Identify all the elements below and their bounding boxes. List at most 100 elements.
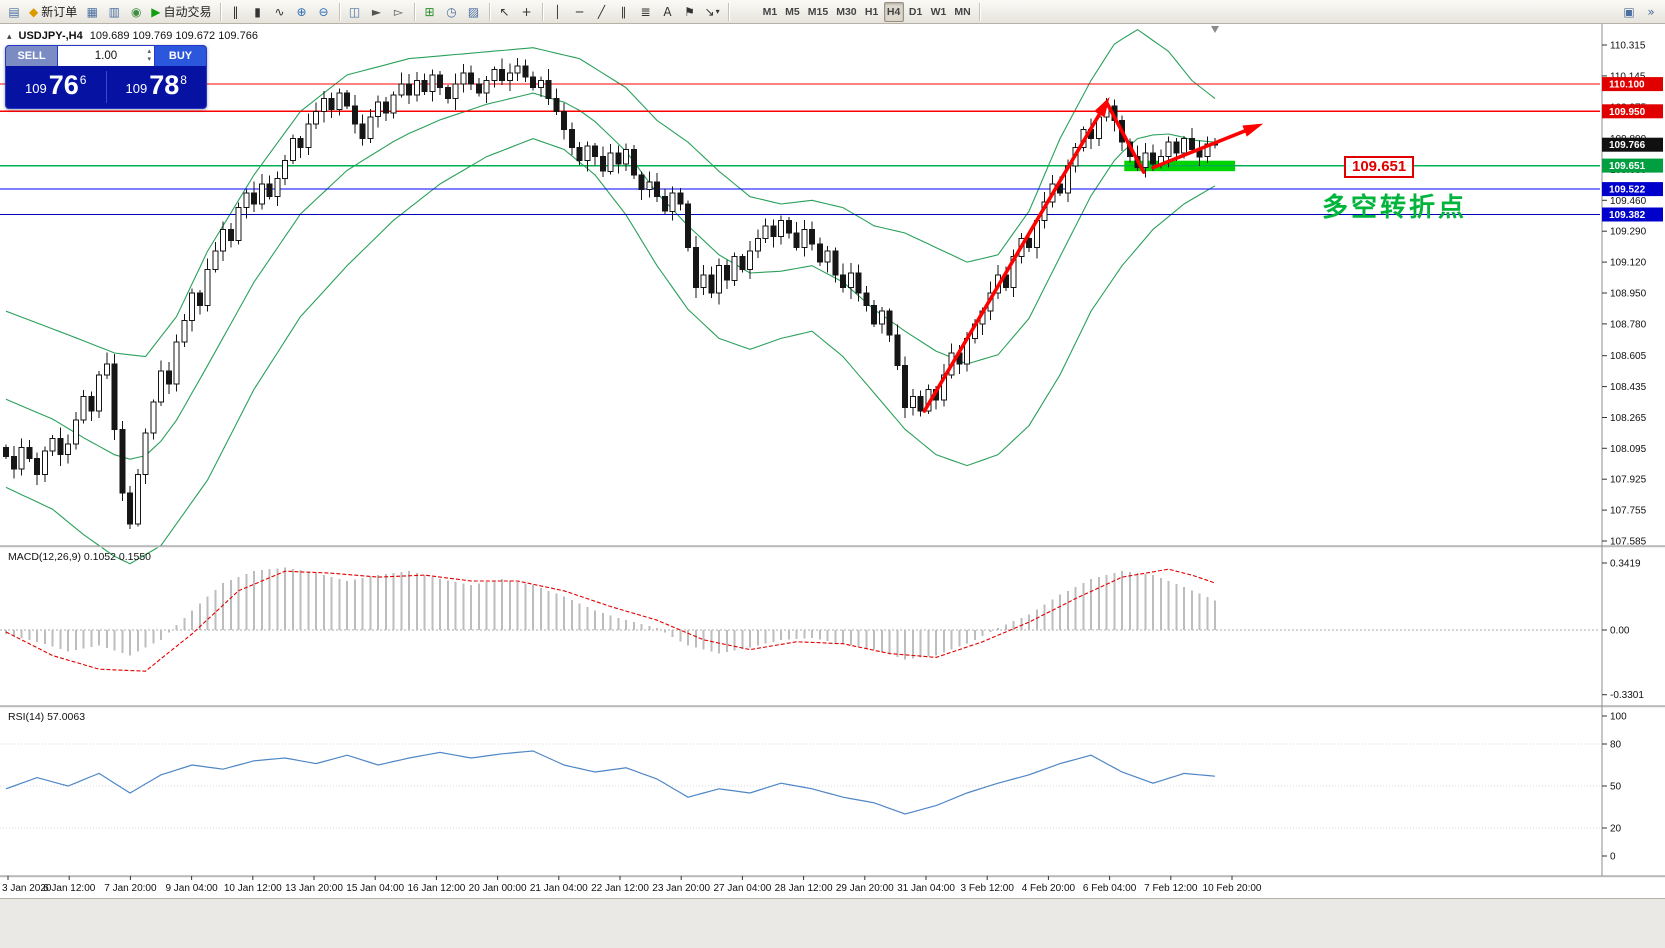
price-scale[interactable]: 110.315110.145109.975109.800109.630109.4… — [1602, 41, 1663, 863]
price-badge-label: 110.100 — [1609, 80, 1645, 91]
bollinger-bands — [5, 28, 1216, 565]
rsi-tick-label: 100 — [1610, 712, 1627, 723]
new-chart-icon[interactable]: ▤ — [4, 2, 24, 22]
price-tick-label: 110.145 — [1610, 71, 1646, 82]
arrow-tools-icon[interactable]: ↘ ▾ — [702, 2, 723, 22]
templates-icon[interactable]: ▨ — [464, 2, 484, 22]
zoom-out-icon: ⊖ — [318, 4, 329, 19]
auto-scroll-icon[interactable]: ► — [367, 2, 387, 22]
bar-chart-icon[interactable]: ‖ — [226, 2, 246, 22]
chart-shift-icon: ▻ — [393, 4, 404, 19]
periods-icon[interactable]: ◷ — [442, 2, 462, 22]
volume-value[interactable]: 1.00 — [94, 50, 118, 62]
volume-down-icon[interactable]: ▾ — [147, 55, 151, 63]
tf-m5[interactable]: M5 — [782, 2, 803, 22]
tile-windows-icon[interactable]: ◫ — [345, 2, 365, 22]
tf-w1[interactable]: W1 — [928, 2, 950, 22]
time-tick-label: 23 Jan 20:00 — [652, 883, 710, 894]
rsi-line — [5, 750, 1216, 815]
time-tick-label: 6 Jan 12:00 — [43, 883, 96, 894]
fullscreen-icon[interactable]: ▣ — [1619, 2, 1639, 22]
trend-arrows[interactable] — [922, 97, 1264, 413]
shift-marker-icon[interactable] — [1211, 26, 1219, 33]
tf-h1[interactable]: H1 — [862, 2, 882, 22]
price-badge-label: 109.522 — [1609, 185, 1646, 196]
volume-up-icon[interactable]: ▴ — [147, 48, 151, 55]
macd-signal-line — [5, 568, 1216, 672]
chart-canvas[interactable]: 110.315110.145109.975109.800109.630109.4… — [0, 24, 1665, 898]
text-label-icon: ⚑ — [684, 4, 695, 19]
time-tick-label: 6 Feb 04:00 — [1083, 883, 1137, 894]
zoom-in-icon: ⊕ — [296, 4, 307, 19]
time-tick-label: 9 Jan 04:00 — [165, 883, 218, 894]
time-tick-label: 4 Feb 20:00 — [1022, 883, 1076, 894]
sell-price[interactable]: 109 76 6 — [25, 69, 87, 100]
price-badge-label: 109.766 — [1609, 140, 1646, 151]
tf-m1[interactable]: M1 — [760, 2, 781, 22]
cursor-icon[interactable]: ↖ — [495, 2, 515, 22]
macd-tick-label: 0.00 — [1610, 626, 1630, 637]
price-divider — [105, 71, 107, 103]
navigator-icon: ◉ — [131, 4, 142, 19]
crosshair-icon[interactable]: + — [517, 2, 537, 22]
tf-mn[interactable]: MN — [951, 2, 973, 22]
tf-m30[interactable]: M30 — [833, 2, 859, 22]
chart-shift-icon[interactable]: ▻ — [389, 2, 409, 22]
time-tick-label: 3 Feb 12:00 — [961, 883, 1015, 894]
candlestick-chart-icon[interactable]: ▮ — [248, 2, 268, 22]
tf-d1[interactable]: D1 — [906, 2, 926, 22]
toolbar-group-windows: ◫ ► ▻ — [344, 2, 410, 22]
candlesticks — [3, 57, 1218, 530]
autotrading-button[interactable]: ▶ 自动交易 — [148, 2, 214, 22]
trend-arrow-line[interactable] — [922, 100, 1109, 413]
trendline-icon[interactable]: ╱ — [592, 2, 612, 22]
buy-button[interactable]: BUY — [154, 46, 206, 66]
text-tool-icon[interactable]: A — [658, 2, 678, 22]
price-tick-label: 108.265 — [1610, 413, 1647, 424]
market-watch-icon[interactable]: ▦ — [82, 2, 102, 22]
toolbar-group-timeframes: M1 M5 M15 M30 H1 H4 D1 W1 MN — [759, 1, 975, 22]
tf-mn-label: MN — [954, 5, 971, 18]
vertical-line-icon: │ — [553, 4, 562, 19]
buy-price[interactable]: 109 78 8 — [125, 69, 187, 100]
zoom-out-icon[interactable]: ⊖ — [314, 2, 334, 22]
price-annotation-label[interactable]: 109.651 — [1344, 156, 1415, 178]
price-tick-label: 108.605 — [1610, 351, 1647, 362]
time-tick-label: 7 Feb 12:00 — [1144, 883, 1198, 894]
text-label-icon[interactable]: ⚑ — [680, 2, 700, 22]
tf-m15[interactable]: M15 — [805, 2, 831, 22]
tf-h4[interactable]: H4 — [883, 1, 904, 22]
trend-arrow-line[interactable] — [1104, 100, 1146, 174]
vertical-line-icon[interactable]: │ — [548, 2, 568, 22]
toolbar-separator — [541, 2, 543, 21]
new-order-button-label: 新订单 — [41, 5, 78, 19]
sell-button[interactable]: SELL — [6, 46, 58, 66]
turning-point-note[interactable]: 多空转折点 — [1322, 193, 1468, 223]
symbol-name: USDJPY-,H4 — [18, 30, 83, 42]
new-order-button[interactable]: ◆ 新订单 — [26, 2, 80, 22]
time-tick-label: 13 Jan 20:00 — [285, 883, 343, 894]
pane-separators[interactable] — [0, 24, 1665, 878]
new-chart-icon: ▤ — [8, 4, 20, 19]
time-tick-label: 29 Jan 20:00 — [836, 883, 894, 894]
fibonacci-icon[interactable]: ≣ — [636, 2, 656, 22]
navigator-icon[interactable]: ◉ — [126, 2, 146, 22]
line-chart-icon[interactable]: ∿ — [270, 2, 290, 22]
horizontal-line-icon[interactable]: ─ — [570, 2, 590, 22]
trend-arrow-line[interactable] — [1151, 124, 1260, 170]
symbol-icon: ▴ — [7, 31, 12, 41]
indicators-icon[interactable]: ⊞ — [420, 2, 440, 22]
data-window-icon[interactable]: ▥ — [104, 2, 124, 22]
zoom-in-icon[interactable]: ⊕ — [292, 2, 312, 22]
level-lines[interactable] — [0, 83, 1600, 216]
channel-icon[interactable]: ∥ — [614, 2, 634, 22]
volume-stepper[interactable]: 1.00 ▴ ▾ — [58, 46, 154, 66]
line-chart-icon: ∿ — [274, 4, 285, 19]
price-tick-label: 108.780 — [1610, 319, 1647, 330]
arrowhead-icon — [1242, 123, 1264, 137]
fullscreen-icon: ▣ — [1623, 4, 1635, 19]
time-tick-label: 31 Jan 04:00 — [897, 883, 955, 894]
candlestick-chart-icon: ▮ — [254, 4, 261, 19]
toolbar-options-icon[interactable]: » — [1641, 2, 1661, 22]
